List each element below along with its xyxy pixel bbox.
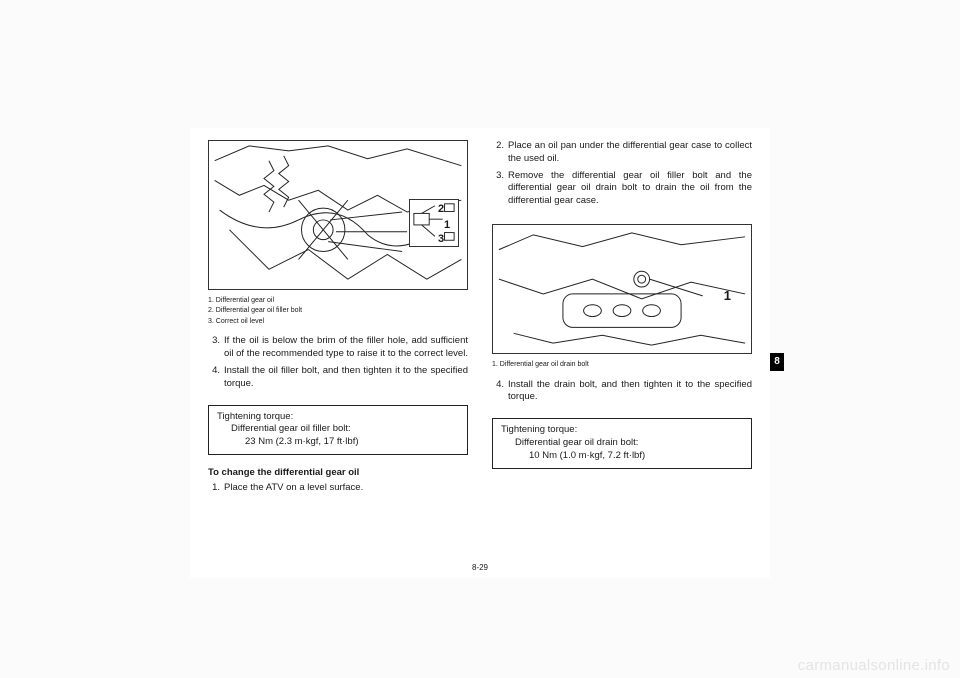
steps-c: 2.Place an oil pan under the differentia… — [492, 140, 752, 212]
torque-name: Differential gear oil drain bolt: — [501, 437, 743, 450]
step-text: Place an oil pan under the differential … — [508, 140, 752, 166]
step-text: Install the drain bolt, and then tighten… — [508, 379, 752, 405]
watermark-text: carmanualsonline.info — [798, 657, 950, 674]
figure2-callouts: 1. Differential gear oil drain bolt — [492, 360, 752, 370]
step-text: Remove the differential gear oil filler … — [508, 170, 752, 208]
steps-d: 4.Install the drain bolt, and then tight… — [492, 379, 752, 409]
step-text: Place the ATV on a level surface. — [224, 482, 468, 495]
step-num: 4. — [492, 379, 508, 405]
step-text: If the oil is below the brim of the fill… — [224, 335, 468, 361]
callout-num: 3. — [208, 318, 214, 325]
inset-label-1: 1 — [724, 287, 731, 305]
torque-label: Tightening torque: — [217, 411, 459, 424]
figure-inset: 2 1 3 — [409, 199, 459, 247]
callout-num: 1. — [208, 297, 214, 304]
left-column: 2 1 3 1. Differential gear oil 2. Di — [208, 140, 468, 568]
torque-box-drain: Tightening torque: Differential gear oil… — [492, 418, 752, 468]
page-number: 8-29 — [472, 563, 488, 572]
figure-differential-drain: 1 — [492, 224, 752, 354]
steps-b: 1.Place the ATV on a level surface. — [208, 482, 468, 499]
step-text: Install the oil filler bolt, and then ti… — [224, 365, 468, 391]
torque-label: Tightening torque: — [501, 424, 743, 437]
callout-text: Differential gear oil drain bolt — [500, 361, 589, 368]
step-num: 3. — [492, 170, 508, 208]
callout-num: 2. — [208, 307, 214, 314]
steps-a: 3.If the oil is below the brim of the fi… — [208, 335, 468, 394]
manual-page: 2 1 3 1. Differential gear oil 2. Di — [190, 128, 770, 578]
callout-text: Correct oil level — [216, 318, 264, 325]
callout-text: Differential gear oil — [216, 297, 274, 304]
torque-value: 23 Nm (2.3 m·kgf, 17 ft·lbf) — [217, 436, 459, 449]
figure1-callouts: 1. Differential gear oil 2. Differential… — [208, 296, 468, 327]
torque-name: Differential gear oil filler bolt: — [217, 423, 459, 436]
torque-box-filler: Tightening torque: Differential gear oil… — [208, 405, 468, 455]
step-num: 3. — [208, 335, 224, 361]
subhead-change-oil: To change the differential gear oil — [208, 467, 468, 480]
torque-value: 10 Nm (1.0 m·kgf, 7.2 ft·lbf) — [501, 450, 743, 463]
callout-text: Differential gear oil filler bolt — [216, 307, 302, 314]
figure-differential-filler: 2 1 3 — [208, 140, 468, 290]
step-num: 1. — [208, 482, 224, 495]
step-num: 4. — [208, 365, 224, 391]
callout-num: 1. — [492, 361, 498, 368]
right-column: 2.Place an oil pan under the differentia… — [492, 140, 752, 568]
chapter-tab: 8 — [770, 353, 784, 371]
step-num: 2. — [492, 140, 508, 166]
